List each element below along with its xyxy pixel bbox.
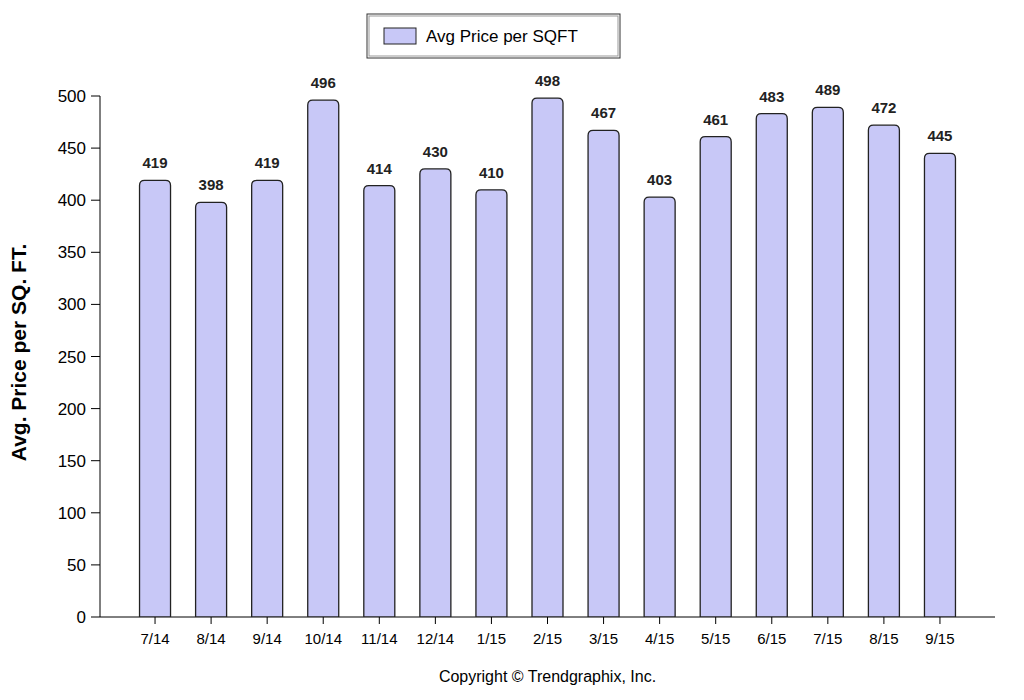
data-label: 403 xyxy=(647,171,672,188)
x-tick xyxy=(435,617,436,624)
y-tick xyxy=(91,148,100,149)
bar xyxy=(812,107,843,617)
bar xyxy=(924,153,955,617)
x-tick xyxy=(883,617,884,624)
bar xyxy=(252,180,283,617)
bar xyxy=(420,169,451,617)
x-tick xyxy=(323,617,324,624)
x-tick-label: 4/15 xyxy=(645,630,674,647)
bar xyxy=(588,130,619,617)
y-tick-label: 500 xyxy=(58,87,86,106)
y-tick xyxy=(91,460,100,461)
bar xyxy=(644,197,675,617)
legend-inner xyxy=(369,16,618,56)
chart-svg: 0 50 100 150 200 250 300 350 400 450 500 7/14 8/14 9/… xyxy=(0,0,1024,700)
x-tick xyxy=(211,617,212,624)
bar xyxy=(196,202,227,617)
y-tick xyxy=(91,617,100,618)
x-tick xyxy=(827,617,828,624)
bar xyxy=(140,180,171,617)
y-tick xyxy=(91,408,100,409)
x-tick-label: 6/15 xyxy=(757,630,786,647)
bar xyxy=(308,100,339,617)
data-label: 472 xyxy=(871,99,896,116)
data-label: 419 xyxy=(255,154,280,171)
x-tick-label: 8/14 xyxy=(196,630,225,647)
data-label: 410 xyxy=(479,164,504,181)
x-tick xyxy=(379,617,380,624)
legend-swatch xyxy=(384,28,416,44)
y-tick-label: 100 xyxy=(58,504,86,523)
x-tick-label: 5/15 xyxy=(701,630,730,647)
data-label: 498 xyxy=(535,72,560,89)
x-tick-label: 7/15 xyxy=(813,630,842,647)
x-tick-label: 8/15 xyxy=(869,630,898,647)
legend-box xyxy=(367,14,620,58)
y-tick xyxy=(91,96,100,97)
x-tick xyxy=(603,617,604,624)
y-tick xyxy=(91,356,100,357)
data-label: 414 xyxy=(367,160,393,177)
x-tick xyxy=(715,617,716,624)
y-tick-label: 0 xyxy=(77,608,86,627)
y-tick-label: 400 xyxy=(58,191,86,210)
x-tick xyxy=(155,617,156,624)
x-tick-label: 9/14 xyxy=(253,630,282,647)
bar xyxy=(364,186,395,617)
x-tick-label: 2/15 xyxy=(533,630,562,647)
x-tick-label: 11/14 xyxy=(361,630,397,647)
data-label: 483 xyxy=(759,88,784,105)
legend: Avg Price per SQFT xyxy=(367,14,620,58)
data-label: 467 xyxy=(591,104,616,121)
y-tick-label: 150 xyxy=(58,452,86,471)
x-tick xyxy=(547,617,548,624)
bar xyxy=(700,137,731,617)
x-tick-label: 12/14 xyxy=(417,630,455,647)
x-tick xyxy=(267,617,268,624)
x-tick-label: 3/15 xyxy=(589,630,618,647)
y-tick xyxy=(91,304,100,305)
x-tick-label: 1/15 xyxy=(477,630,506,647)
y-tick xyxy=(91,252,100,253)
x-tick-label: 9/15 xyxy=(925,630,954,647)
data-label: 489 xyxy=(815,81,840,98)
x-tick-label: 10/14 xyxy=(304,630,342,647)
y-tick-label: 350 xyxy=(58,243,86,262)
legend-label: Avg Price per SQFT xyxy=(426,27,578,46)
y-tick xyxy=(91,512,100,513)
data-label: 461 xyxy=(703,111,728,128)
bar xyxy=(476,190,507,617)
bar xyxy=(532,98,563,617)
data-label: 419 xyxy=(143,154,168,171)
x-tick xyxy=(491,617,492,624)
data-label: 445 xyxy=(927,127,952,144)
chart-container: 0 50 100 150 200 250 300 350 400 450 500 7/14 8/14 9/… xyxy=(0,0,1024,700)
data-label: 398 xyxy=(199,176,224,193)
y-axis-label: Avg. Price per SQ. FT. xyxy=(7,244,30,461)
y-tick-label: 450 xyxy=(58,139,86,158)
bars xyxy=(140,98,956,617)
y-tick-label: 250 xyxy=(58,348,86,367)
bar xyxy=(756,114,787,617)
data-label: 496 xyxy=(311,74,336,91)
y-tick xyxy=(91,564,100,565)
y-tick-label: 200 xyxy=(58,400,86,419)
y-tick xyxy=(91,200,100,201)
y-tick-label: 300 xyxy=(58,295,86,314)
x-tick-label: 7/14 xyxy=(140,630,169,647)
y-tick-label: 50 xyxy=(67,556,86,575)
data-label: 430 xyxy=(423,143,448,160)
bar xyxy=(868,125,899,617)
x-tick xyxy=(939,617,940,624)
x-tick xyxy=(659,617,660,624)
annotation: Copyright © Trendgraphix, Inc. xyxy=(439,668,656,685)
x-tick xyxy=(771,617,772,624)
